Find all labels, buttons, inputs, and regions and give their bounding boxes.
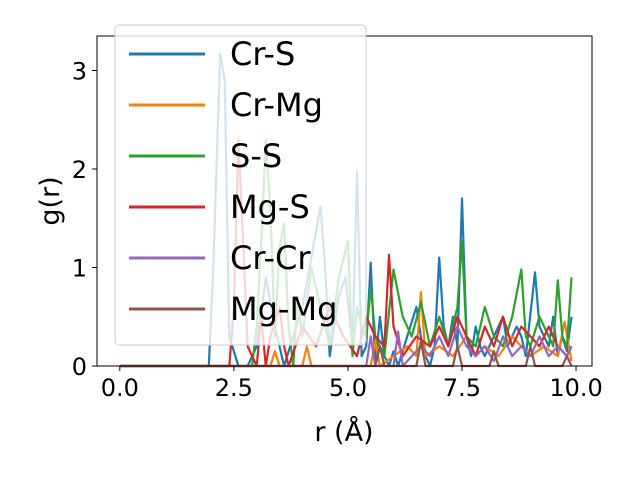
x-tick-label: 5.0 xyxy=(329,374,367,402)
y-axis-label: g(r) xyxy=(35,176,66,225)
legend-label-cr-cr: Cr-Cr xyxy=(230,239,311,277)
y-tick-label: 2 xyxy=(72,156,87,184)
legend-label-mg-s: Mg-S xyxy=(230,188,310,226)
y-tick-label: 1 xyxy=(72,254,87,282)
legend-label-cr-s: Cr-S xyxy=(230,35,295,73)
x-axis-ticks: 0.0 2.5 5.0 7.5 10.0 xyxy=(101,366,603,402)
legend-label-cr-mg: Cr-Mg xyxy=(230,86,323,124)
y-axis-ticks: 0 1 2 3 xyxy=(72,57,97,381)
legend-label-s-s: S-S xyxy=(230,137,282,175)
x-tick-label: 2.5 xyxy=(215,374,253,402)
x-tick-label: 0.0 xyxy=(101,374,139,402)
x-tick-label: 10.0 xyxy=(549,374,602,402)
legend: Cr-S Cr-Mg S-S Mg-S Cr-Cr Mg-Mg xyxy=(114,24,367,346)
x-axis-label: r (Å) xyxy=(314,416,373,448)
legend-label-mg-mg: Mg-Mg xyxy=(230,290,337,328)
x-tick-label: 7.5 xyxy=(443,374,481,402)
y-tick-label: 0 xyxy=(72,353,87,381)
y-tick-label: 3 xyxy=(72,57,87,85)
